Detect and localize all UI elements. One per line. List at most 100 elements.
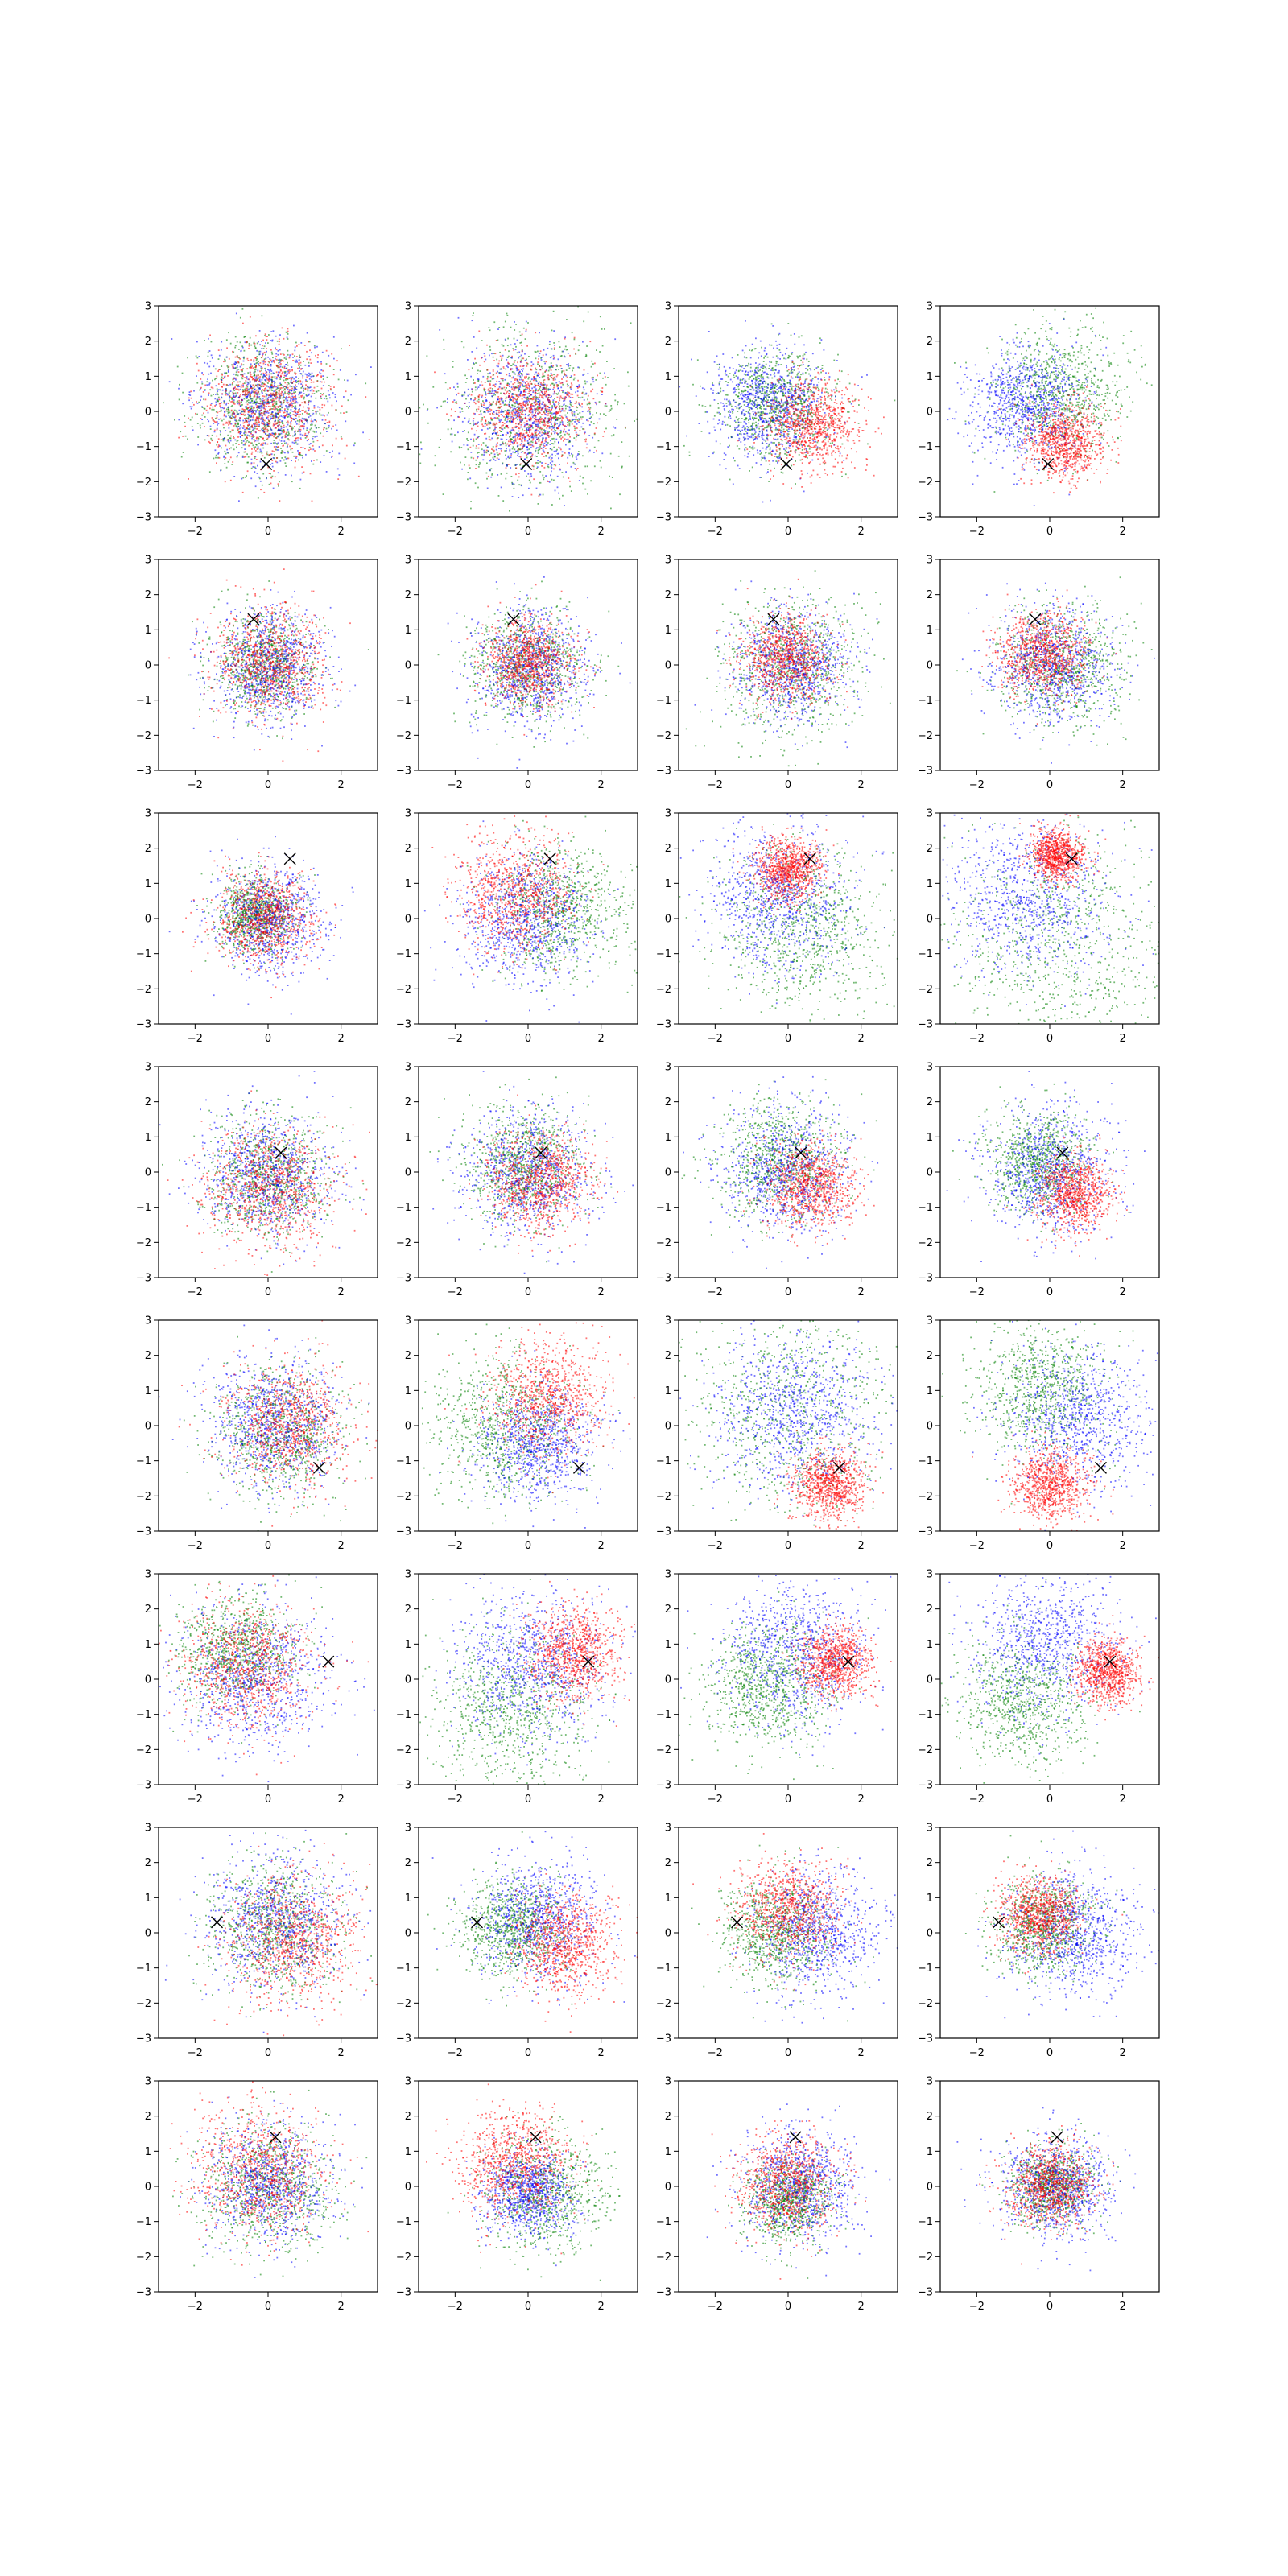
point-blue: [300, 392, 302, 394]
point-green: [536, 462, 538, 464]
point-red: [542, 432, 543, 434]
point-blue: [511, 386, 513, 388]
point-red: [469, 464, 470, 466]
point-red: [298, 363, 299, 365]
point-blue: [208, 412, 209, 414]
point-red: [291, 420, 292, 422]
point-green: [509, 510, 510, 512]
point-green: [586, 345, 588, 347]
point-red: [282, 328, 283, 329]
point-red: [517, 398, 518, 400]
point-red: [279, 440, 280, 441]
point-blue: [483, 450, 485, 452]
point-green: [559, 436, 561, 438]
point-blue: [558, 387, 559, 389]
point-red: [580, 430, 581, 431]
point-green: [240, 317, 242, 319]
point-red: [551, 374, 553, 376]
point-green: [316, 460, 318, 461]
point-green: [505, 321, 506, 323]
point-red: [524, 390, 526, 392]
point-red: [503, 416, 505, 418]
point-green: [228, 411, 229, 413]
point-red: [228, 424, 229, 426]
point-green: [468, 472, 469, 473]
point-blue: [535, 388, 537, 390]
point-red: [247, 404, 249, 406]
point-red: [247, 424, 249, 426]
point-red: [295, 384, 296, 386]
point-blue: [261, 383, 262, 385]
point-green: [521, 342, 522, 344]
y-tick-label: 1: [145, 371, 151, 383]
point-red: [478, 331, 480, 332]
point-red: [276, 365, 278, 367]
point-red: [531, 415, 533, 416]
point-blue: [488, 411, 489, 413]
point-blue: [241, 478, 242, 480]
point-blue: [317, 361, 319, 363]
point-blue: [255, 468, 257, 469]
point-red: [266, 429, 268, 431]
point-blue: [513, 409, 514, 411]
point-blue: [251, 406, 253, 407]
point-green: [562, 384, 564, 386]
point-red: [266, 348, 267, 349]
point-red: [549, 418, 551, 419]
point-blue: [588, 373, 589, 374]
point-blue: [511, 411, 513, 412]
point-red: [191, 398, 192, 399]
point-red: [224, 407, 225, 409]
point-blue: [270, 364, 272, 365]
point-blue: [273, 381, 275, 382]
point-blue: [311, 423, 312, 424]
point-red: [283, 429, 284, 431]
point-green: [217, 401, 219, 402]
point-blue: [294, 407, 295, 409]
point-red: [301, 466, 303, 468]
point-blue: [299, 370, 300, 372]
point-green: [287, 365, 289, 366]
point-green: [435, 455, 436, 456]
point-green: [530, 441, 532, 443]
point-blue: [314, 405, 316, 407]
point-red: [221, 386, 223, 388]
point-blue: [488, 451, 489, 452]
point-red: [496, 372, 497, 374]
point-red: [481, 385, 483, 386]
point-red: [559, 399, 560, 401]
point-green: [492, 378, 493, 380]
point-blue: [280, 415, 282, 417]
point-blue: [539, 355, 540, 357]
point-blue: [308, 410, 310, 411]
point-blue: [293, 325, 295, 327]
point-green: [210, 438, 212, 440]
point-blue: [551, 427, 553, 428]
point-red: [273, 361, 275, 362]
point-blue: [201, 406, 203, 407]
point-green: [542, 368, 543, 369]
point-blue: [470, 398, 472, 400]
point-blue: [303, 423, 305, 425]
point-blue: [547, 419, 549, 420]
point-red: [540, 369, 542, 371]
point-blue: [558, 426, 559, 427]
point-green: [444, 400, 446, 402]
point-blue: [300, 434, 302, 436]
point-green: [634, 420, 635, 422]
point-blue: [584, 399, 585, 401]
point-blue: [268, 397, 270, 398]
point-blue: [517, 340, 518, 341]
point-blue: [522, 494, 524, 496]
point-blue: [586, 419, 588, 421]
point-red: [234, 386, 236, 388]
point-green: [197, 423, 199, 424]
point-green: [215, 378, 217, 379]
point-red: [243, 409, 245, 411]
point-red: [561, 416, 563, 418]
point-red: [292, 353, 294, 355]
point-blue: [270, 464, 271, 465]
point-blue: [227, 452, 229, 453]
point-red: [504, 423, 506, 424]
point-blue: [551, 457, 553, 459]
